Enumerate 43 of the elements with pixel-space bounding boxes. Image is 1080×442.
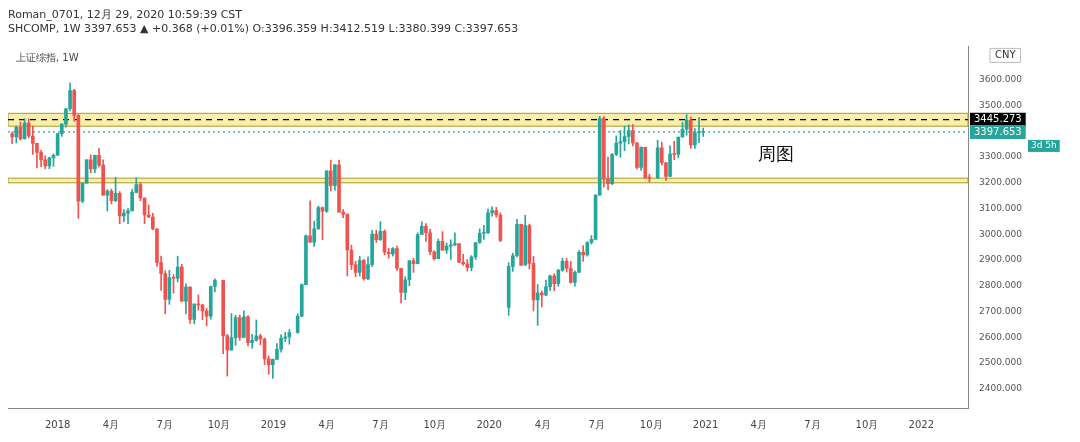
x-tick-label: 10月 [423,418,447,430]
x-tick-label: 10月 [855,418,879,430]
candlestick [308,200,312,243]
x-tick-label: 7月 [588,418,605,430]
y-tick-label: 3600.000 [979,74,1023,85]
y-tick-label: 3500.000 [979,99,1023,110]
y-tick-label: 2500.000 [979,357,1023,368]
annotation: 周图 [758,142,794,164]
x-tick-label: 4月 [318,418,335,430]
candlestick [701,127,705,137]
y-tick-label: 2600.000 [979,331,1023,342]
candlestick [672,141,677,160]
y-tick-label: 2700.000 [979,305,1023,316]
x-tick-label: 2022 [908,418,935,430]
y-tick-label: 3300.000 [979,151,1023,162]
ref-line-label: 3445.273 [974,113,1022,125]
x-tick-label: 4月 [102,418,120,430]
x-tick-label: 2019 [260,418,287,430]
annotation: 上证综指, 1W [16,51,79,63]
x-tick-label: 7月 [156,418,173,430]
candlestick [122,209,126,222]
y-axis-title: CNY [995,48,1017,60]
y-tick-label: 3200.000 [979,177,1023,188]
x-tick-label: 4月 [750,418,767,430]
x-tick-label: 10月 [207,418,231,430]
text: 3d 5h [1031,140,1057,151]
x-tick-label: 4月 [534,418,552,430]
y-tick-label: 2900.000 [979,254,1023,265]
x-tick-label: 2020 [476,418,502,430]
chart-subtitle: SHCOMP, 1W 3397.653 ▲ +0.368 (+0.01%) O:3396.359 H:3412.519 L:3380.399 C:3397.653 [8,22,520,36]
y-tick-label: 2400.000 [979,383,1023,394]
y-tick-label: 3100.000 [979,202,1023,213]
x-tick-label: 10月 [639,418,663,430]
candlestick [581,245,585,262]
x-tick-label: 7月 [372,418,389,430]
x-tick-label: 7月 [804,418,821,430]
x-tick-label: 2021 [692,418,719,430]
chart-title: Roman_0701, 12月 29, 2020 10:59:39 CST [8,8,244,22]
ref-line-label: 3397.653 [974,125,1022,137]
y-tick-label: 3000.000 [979,228,1023,239]
y-tick-label: 2800.000 [979,280,1023,291]
candlestick [105,189,110,212]
x-tick-label: 2018 [44,418,71,430]
